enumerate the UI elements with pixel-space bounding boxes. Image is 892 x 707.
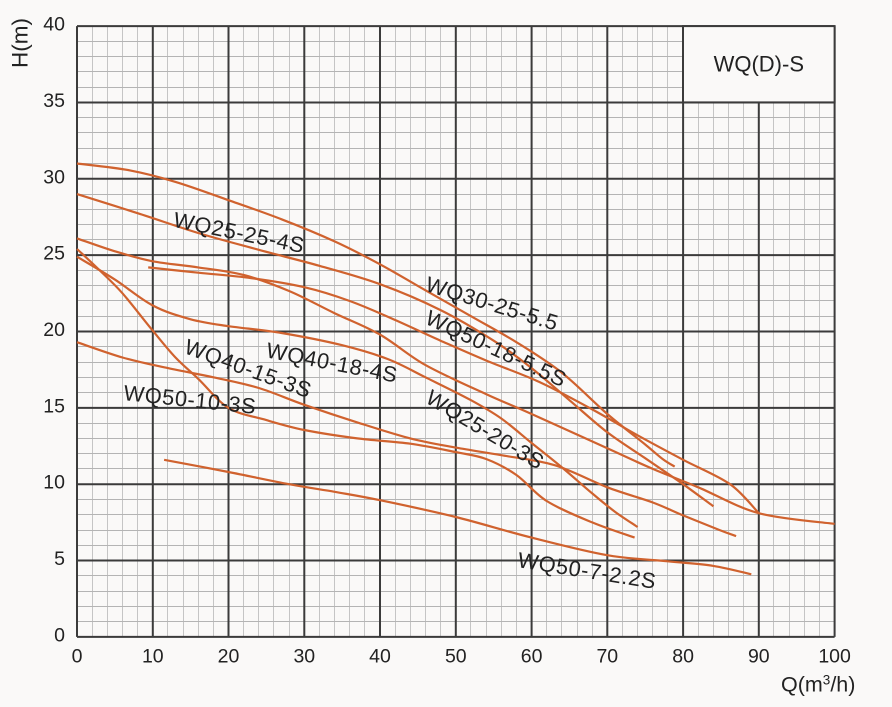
svg-text:20: 20 bbox=[218, 646, 240, 668]
svg-text:WQ(D)-S: WQ(D)-S bbox=[714, 52, 804, 77]
svg-text:5: 5 bbox=[54, 548, 65, 570]
svg-text:70: 70 bbox=[596, 646, 618, 668]
svg-text:0: 0 bbox=[54, 624, 65, 646]
svg-text:90: 90 bbox=[748, 646, 770, 668]
svg-text:30: 30 bbox=[43, 166, 65, 188]
svg-text:100: 100 bbox=[818, 646, 851, 668]
svg-text:25: 25 bbox=[43, 243, 65, 265]
svg-text:60: 60 bbox=[521, 646, 543, 668]
svg-text:35: 35 bbox=[43, 90, 65, 112]
svg-text:0: 0 bbox=[72, 646, 83, 668]
svg-text:50: 50 bbox=[445, 646, 467, 668]
svg-text:30: 30 bbox=[293, 646, 315, 668]
svg-text:Q(m3/h): Q(m3/h) bbox=[781, 673, 855, 697]
svg-text:15: 15 bbox=[43, 395, 65, 417]
svg-text:20: 20 bbox=[43, 319, 65, 341]
svg-text:40: 40 bbox=[369, 646, 391, 668]
svg-text:40: 40 bbox=[43, 14, 65, 36]
svg-text:10: 10 bbox=[43, 472, 65, 494]
svg-text:80: 80 bbox=[672, 646, 694, 668]
svg-text:10: 10 bbox=[142, 646, 164, 668]
svg-text:H(m): H(m) bbox=[8, 18, 33, 68]
